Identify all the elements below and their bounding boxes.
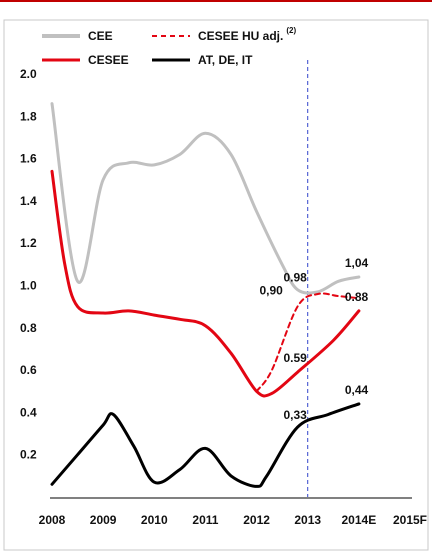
- series-line-cee: [50, 102, 361, 295]
- legend-label-cesee: CESEE: [88, 53, 129, 67]
- x-tick-label: 2015F: [393, 513, 427, 527]
- y-tick-label: 2.0: [20, 67, 37, 81]
- y-tick-label: 0.2: [20, 448, 37, 462]
- y-tick-label: 1.0: [20, 279, 37, 293]
- data-labels: 1,04 0.980,90 0.88 0.59 0,44 0,33: [259, 256, 368, 422]
- legend: CEE CESEE HU adj. (2) CESEE AT, DE, IT: [42, 26, 296, 67]
- x-tick-label: 2008: [39, 513, 66, 527]
- chart-frame: [3, 19, 429, 551]
- x-tick-label: 2014E: [342, 513, 377, 527]
- y-tick-label: 1.2: [20, 236, 37, 250]
- legend-label-at-de-it: AT, DE, IT: [198, 53, 253, 67]
- data-label: 0.98: [283, 271, 307, 285]
- y-axis-ticks: 0.2 0.4 0.6 0.8 1.0 1.2 1.4 1.6 1.8 2.0: [20, 67, 37, 462]
- series-lines: [50, 102, 361, 488]
- x-axis-ticks: 2008 2009 2010 2011 2012 2013 2014E 2015F: [39, 513, 427, 527]
- x-tick-label: 2011: [192, 513, 218, 527]
- data-label: 0.59: [283, 351, 307, 365]
- data-label: 0,44: [345, 383, 369, 397]
- y-tick-label: 1.6: [20, 152, 37, 166]
- data-label: 0,33: [283, 408, 307, 422]
- legend-item-at-de-it: AT, DE, IT: [152, 53, 253, 67]
- legend-item-cesee: CESEE: [42, 53, 129, 67]
- legend-item-cesee-hu-adj: CESEE HU adj. (2): [152, 26, 296, 43]
- x-tick-label: 2010: [141, 513, 168, 527]
- series-line-at-de-it: [50, 402, 361, 488]
- x-tick-label: 2012: [243, 513, 270, 527]
- x-tick-label: 2009: [90, 513, 117, 527]
- data-label: 0.88: [345, 290, 369, 304]
- data-label: 1,04: [345, 256, 369, 270]
- y-tick-label: 0.4: [20, 405, 37, 419]
- x-tick-label: 2013: [294, 513, 321, 527]
- y-tick-label: 1.8: [20, 109, 37, 123]
- legend-label-cesee-hu-adj: CESEE HU adj. (2): [198, 26, 296, 43]
- legend-label-cee: CEE: [88, 29, 113, 43]
- series-line-cesee-hu-adj: [255, 292, 360, 393]
- y-tick-label: 0.6: [20, 363, 37, 377]
- series-line-cesee: [50, 169, 361, 398]
- y-tick-label: 1.4: [20, 194, 37, 208]
- y-tick-label: 0.8: [20, 321, 37, 335]
- data-label: 0,90: [259, 284, 283, 298]
- legend-item-cee: CEE: [42, 29, 113, 43]
